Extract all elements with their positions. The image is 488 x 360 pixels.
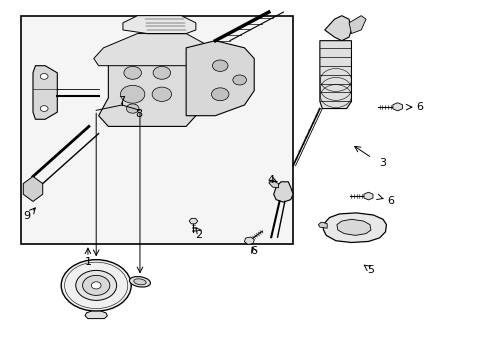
Polygon shape <box>363 192 372 200</box>
Circle shape <box>91 282 101 289</box>
Text: 4: 4 <box>267 175 274 185</box>
Text: 5: 5 <box>366 265 374 275</box>
Text: 8: 8 <box>135 109 142 119</box>
Bar <box>21 16 292 244</box>
Circle shape <box>152 87 171 102</box>
Polygon shape <box>186 41 254 116</box>
Text: 7: 7 <box>118 96 125 107</box>
Polygon shape <box>122 16 196 33</box>
Polygon shape <box>336 219 370 235</box>
Polygon shape <box>85 311 107 319</box>
Circle shape <box>40 106 48 111</box>
Polygon shape <box>99 48 196 126</box>
Circle shape <box>232 75 246 85</box>
Ellipse shape <box>134 279 146 285</box>
Text: 3: 3 <box>379 158 386 168</box>
Circle shape <box>123 66 141 79</box>
Text: 6: 6 <box>415 102 422 112</box>
Circle shape <box>211 88 228 101</box>
Text: 1: 1 <box>84 257 91 267</box>
Polygon shape <box>94 33 215 66</box>
Text: 9: 9 <box>23 211 30 221</box>
Circle shape <box>61 260 131 311</box>
Polygon shape <box>273 182 292 202</box>
Polygon shape <box>319 41 351 109</box>
Circle shape <box>153 66 170 79</box>
Polygon shape <box>324 16 351 41</box>
Circle shape <box>40 73 48 79</box>
Circle shape <box>82 275 110 296</box>
Polygon shape <box>348 16 366 33</box>
Polygon shape <box>23 176 42 202</box>
Polygon shape <box>268 180 278 188</box>
Circle shape <box>126 104 139 113</box>
Circle shape <box>76 270 116 300</box>
Ellipse shape <box>129 276 150 287</box>
Circle shape <box>212 60 227 71</box>
Circle shape <box>120 85 144 103</box>
Polygon shape <box>189 219 197 224</box>
Text: 6: 6 <box>386 197 393 206</box>
Polygon shape <box>33 66 57 119</box>
Text: 2: 2 <box>194 230 202 240</box>
Polygon shape <box>323 213 386 243</box>
Text: 6: 6 <box>249 246 256 256</box>
Polygon shape <box>244 237 254 244</box>
Polygon shape <box>318 222 326 228</box>
Polygon shape <box>392 103 402 111</box>
